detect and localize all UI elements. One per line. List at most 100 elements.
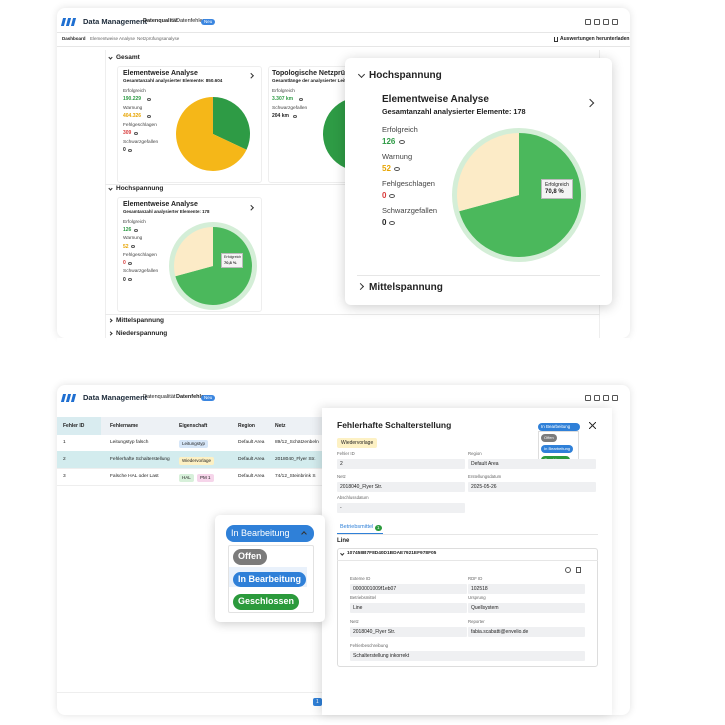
status-option[interactable]: Offen	[233, 549, 267, 565]
tag: Wiedervorlage	[179, 457, 215, 465]
eye-icon	[388, 193, 396, 199]
field-label: Ursprung	[468, 595, 486, 601]
metric-value: 0	[123, 260, 126, 267]
metric-value: 0	[382, 217, 387, 227]
cell[interactable]: 2	[63, 456, 66, 462]
field-box	[468, 459, 596, 469]
section-header[interactable]: Gesamt	[116, 53, 140, 61]
table-header-cell[interactable]: Netz	[275, 422, 286, 429]
tooltip-label: Erfolgreich	[224, 254, 242, 259]
metric-value: 0	[123, 147, 126, 154]
tag: PM 1	[197, 474, 214, 482]
nav-tab[interactable]: Datenfehler	[176, 18, 205, 25]
card-subtitle: Gesamtanzahl analysierter Elemente: 178	[123, 209, 210, 215]
pie-slice[interactable]	[459, 133, 581, 257]
download-icon	[554, 37, 558, 42]
table-header-cell	[57, 417, 101, 435]
nav-tab[interactable]: Datenqualität	[143, 18, 178, 25]
cell: Default Area	[238, 456, 265, 462]
cell[interactable]: 1	[63, 439, 66, 445]
divider	[337, 534, 598, 535]
eye-icon	[128, 149, 133, 152]
row-divider	[57, 485, 322, 486]
toolbar-icon[interactable]	[603, 395, 609, 401]
breadcrumb[interactable]: Netzprüfungsanalyse	[137, 36, 180, 42]
toolbar-icon[interactable]	[594, 19, 600, 25]
metric-label: Erfolgreich	[123, 88, 146, 94]
cell: 2018040_Flyer Str.	[275, 456, 316, 462]
table-header-cell[interactable]: Fehler ID	[63, 422, 85, 429]
toolbar-icon[interactable]	[594, 395, 600, 401]
cell[interactable]: Falsche HAL oder Last	[110, 473, 159, 479]
card	[117, 66, 262, 183]
field-label: Region	[468, 451, 482, 457]
field-label: Fehlerbeschreibung	[350, 643, 388, 649]
toolbar-icon[interactable]	[585, 395, 591, 401]
nav-tab[interactable]: Datenqualität	[143, 394, 176, 401]
nav-tab[interactable]: Datenfehler	[176, 394, 207, 401]
breadcrumb[interactable]: Elementweise Analyse	[90, 36, 136, 42]
breadcrumb[interactable]: Dashboard	[62, 36, 86, 42]
metric-value: 204 km	[272, 113, 289, 120]
table-header-cell[interactable]: Region	[238, 422, 255, 429]
status-option[interactable]: In Bearbeitung	[541, 445, 574, 453]
toolbar-icon[interactable]	[585, 19, 591, 25]
pie-slice[interactable]	[213, 97, 251, 150]
tab[interactable]: Betriebsmittel	[340, 524, 374, 531]
field-value: Default Area	[471, 460, 499, 467]
field-value: Line	[353, 604, 363, 611]
pie-slice[interactable]	[457, 133, 519, 212]
table-header-cell[interactable]: Fehlername	[110, 422, 139, 429]
divider	[105, 314, 600, 315]
metric-label: Warnung	[123, 236, 143, 242]
toolbar-icon[interactable]	[612, 395, 618, 401]
page-button[interactable]: 1	[313, 697, 322, 707]
pie-slice[interactable]	[175, 227, 252, 305]
field-box	[468, 603, 585, 613]
target-icon[interactable]	[565, 567, 571, 573]
status-dropdown[interactable]: In Bearbeitung	[538, 423, 581, 431]
metric-label: Warnung	[382, 152, 413, 162]
status-option[interactable]: Offen	[541, 434, 557, 442]
pie-slice[interactable]	[174, 227, 213, 277]
panel-cutoff	[57, 338, 630, 352]
cell[interactable]: 3	[63, 473, 66, 479]
section-header[interactable]: Hochspannung	[116, 184, 164, 192]
tab-count: 1	[375, 525, 382, 531]
eye-icon	[146, 115, 151, 118]
table-header-cell[interactable]: Eigenschaft	[179, 422, 208, 429]
field-box	[350, 651, 585, 661]
row-divider	[57, 468, 322, 469]
eye-icon	[128, 278, 133, 282]
eye-icon	[292, 115, 297, 118]
metric-value: 52	[123, 243, 129, 250]
metric-label: Fehlgeschlagen	[123, 122, 157, 128]
metric-value: 0	[382, 190, 387, 200]
pie-chart	[452, 128, 586, 262]
section-header[interactable]: Mittelspannung	[369, 281, 443, 293]
toolbar-icon[interactable]	[612, 19, 618, 25]
divider	[57, 46, 630, 47]
toolbar-icon[interactable]	[603, 19, 609, 25]
asset-id[interactable]: 107458B7F8D40D1BDAE7921EF978F05	[347, 550, 437, 556]
pie-slice[interactable]	[176, 97, 247, 171]
metric-value: 3.307 km	[272, 96, 294, 103]
metric-label: Schwarzgefallen	[123, 269, 159, 275]
tooltip-label: Erfolgreich	[545, 181, 569, 188]
download-button[interactable]: Auswertungen herunterladen	[560, 35, 630, 42]
field-value: Quellsystem	[471, 604, 499, 611]
section-header[interactable]: Hochspannung	[369, 69, 442, 81]
tooltip-value: 70,8 %	[224, 260, 237, 266]
table-header	[57, 417, 322, 435]
section-header[interactable]: Mittelspannung	[116, 316, 165, 324]
delete-icon[interactable]	[576, 567, 581, 573]
status-option[interactable]: In Bearbeitung	[233, 571, 307, 588]
section-header[interactable]: Niederspannung	[116, 329, 168, 337]
cell[interactable]: Leitungstyp falsch	[110, 439, 149, 445]
badge: Neu	[201, 395, 216, 401]
cell[interactable]: Fehlerhafte Schalterstellung	[110, 456, 170, 462]
close-icon[interactable]	[589, 422, 596, 429]
status-option[interactable]: Geschlossen	[233, 594, 300, 610]
status-dropdown[interactable]	[226, 525, 314, 542]
